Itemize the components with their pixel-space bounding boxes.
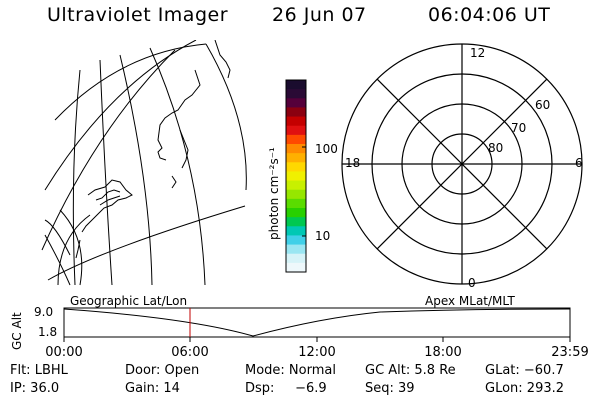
colorbar-segment [286, 226, 306, 237]
door-info: Door: Open [125, 363, 200, 378]
geographic-map [41, 40, 247, 286]
colorbar-segment [286, 244, 306, 255]
geographic-coord-label: Geographic Lat/Lon [70, 294, 188, 308]
colorbar-segment [286, 134, 306, 145]
coastline [171, 175, 177, 189]
time-label-1200: 12:00 [298, 345, 336, 360]
dsp-info: Dsp: −6.9 [245, 381, 327, 396]
mlt-label-12: 12 [470, 46, 486, 60]
mlt-label-6: 6 [575, 156, 583, 170]
time-label-0600: 06:00 [171, 345, 209, 360]
time-label-0000: 00:00 [45, 345, 83, 360]
gc-alt-min: 1.8 [38, 325, 58, 339]
glat-info: GLat: −60.7 [485, 363, 564, 378]
ip-info: IP: 36.0 [10, 381, 60, 396]
grid-line [99, 59, 113, 286]
lat-label-80: 80 [488, 141, 504, 155]
time-label-2359: 23:59 [551, 345, 589, 360]
filter-info: Flt: LBHL [10, 363, 68, 378]
color-bar [285, 79, 307, 273]
colorbar-segment [286, 171, 306, 182]
observation-time: 06:04:06 UT [428, 4, 551, 26]
colorbar-segment [286, 262, 306, 273]
grid-line [44, 219, 71, 256]
grid-line [44, 234, 71, 286]
colorbar-segment [286, 198, 306, 209]
lat-label-70: 70 [511, 121, 527, 135]
lat-label-60: 60 [535, 98, 551, 112]
gc-alt-max: 9.0 [34, 305, 54, 319]
meridian-diag-2 [376, 78, 548, 250]
gc-alt-info: GC Alt: 5.8 Re [365, 363, 456, 378]
colorbar-segment [286, 144, 306, 154]
grid-line [149, 47, 206, 286]
grid-line [44, 40, 197, 191]
grid-line [205, 43, 247, 191]
colorbar-tick-10: 10 [315, 229, 331, 243]
grid-line [47, 205, 246, 281]
colorbar-segment [286, 98, 306, 109]
timeline-plot [63, 307, 571, 342]
glon-info: GLon: 293.2 [485, 381, 565, 396]
apex-coord-label: Apex MLat/MLT [425, 294, 515, 308]
timeline-frame [63, 307, 571, 338]
gc-alt-axis-label: GC Alt [10, 312, 24, 350]
coastline [179, 129, 189, 169]
mlt-label-18: 18 [345, 156, 361, 170]
grid-line [72, 69, 81, 286]
colorbar-tick-100: 100 [315, 142, 338, 156]
colorbar-segment [286, 235, 306, 246]
colorbar-segment [286, 89, 306, 99]
colorbar-segment [286, 189, 306, 200]
time-label-1800: 18:00 [424, 345, 462, 360]
mlt-label-0: 0 [468, 276, 476, 290]
colorbar-segment [286, 217, 306, 227]
colorbar-segment [286, 107, 306, 118]
colorbar-frame [285, 79, 307, 273]
gain-info: Gain: 14 [125, 381, 180, 396]
coastline [214, 40, 231, 79]
grid-line [41, 49, 176, 251]
coastline [157, 69, 201, 161]
polar-grid [341, 43, 583, 285]
grid-line [119, 54, 153, 286]
instrument-title: Ultraviolet Imager [47, 4, 229, 26]
colorbar-segment [286, 116, 306, 127]
coastline [75, 239, 81, 259]
colorbar-segment [286, 208, 306, 218]
grid-line [57, 214, 91, 286]
coastline [99, 195, 121, 206]
seq-info: Seq: 39 [365, 381, 415, 396]
colorbar-unit-label: photon cm⁻²s⁻¹ [267, 147, 281, 240]
colorbar-segment [286, 162, 306, 173]
coastline [95, 189, 121, 201]
colorbar-segment [286, 253, 306, 264]
mode-info: Mode: Normal [245, 363, 336, 378]
colorbar-segment [286, 153, 306, 163]
colorbar-segment [286, 180, 306, 191]
grid-line [54, 43, 207, 121]
colorbar-segment [286, 125, 306, 136]
coastline [81, 179, 133, 233]
colorbar-segment [286, 80, 306, 90]
observation-date: 26 Jun 07 [272, 4, 367, 26]
altitude-curve [63, 308, 571, 337]
